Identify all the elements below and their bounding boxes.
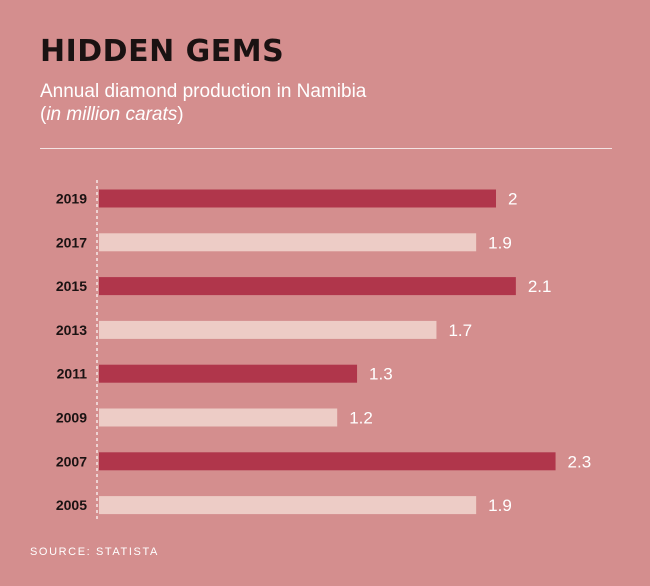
bar-2013 [99,320,437,339]
year-label-2007: 2007 [56,453,87,469]
bar-2009 [99,408,338,427]
value-label-2015: 2.1 [528,277,552,296]
header-divider [40,148,612,149]
bar-2011 [99,364,358,383]
year-label-2013: 2013 [56,322,87,338]
bar-2019 [99,189,496,208]
unit-text: in million carats [46,104,178,125]
value-label-2017: 1.9 [488,233,512,252]
year-label-2009: 2009 [56,410,87,426]
bar-2015 [99,277,516,296]
chart-title: HIDDEN GEMS [40,34,285,69]
source-note: SOURCE: STATISTA [30,546,159,558]
year-label-2017: 2017 [56,234,87,250]
bar-2005 [99,496,477,515]
year-label-2015: 2015 [56,278,87,294]
bar-2007 [99,452,556,471]
unit-label: (in million carats) [40,103,366,126]
value-label-2009: 1.2 [349,409,373,428]
value-label-2007: 2.3 [568,452,592,471]
unit-open-paren: ( [40,104,47,125]
value-label-2005: 1.9 [488,496,512,515]
year-label-2019: 2019 [56,191,87,207]
unit-close-paren: ) [177,104,184,125]
subtitle-text: Annual diamond production in Namibia [40,81,367,102]
value-label-2011: 1.3 [369,365,393,384]
value-label-2013: 1.7 [448,321,472,340]
bar-2017 [99,233,477,252]
year-label-2011: 2011 [57,366,88,382]
chart-subtitle: Annual diamond production in Namibia (in… [40,80,366,126]
value-label-2019: 2 [508,190,517,209]
year-label-2005: 2005 [56,497,87,513]
